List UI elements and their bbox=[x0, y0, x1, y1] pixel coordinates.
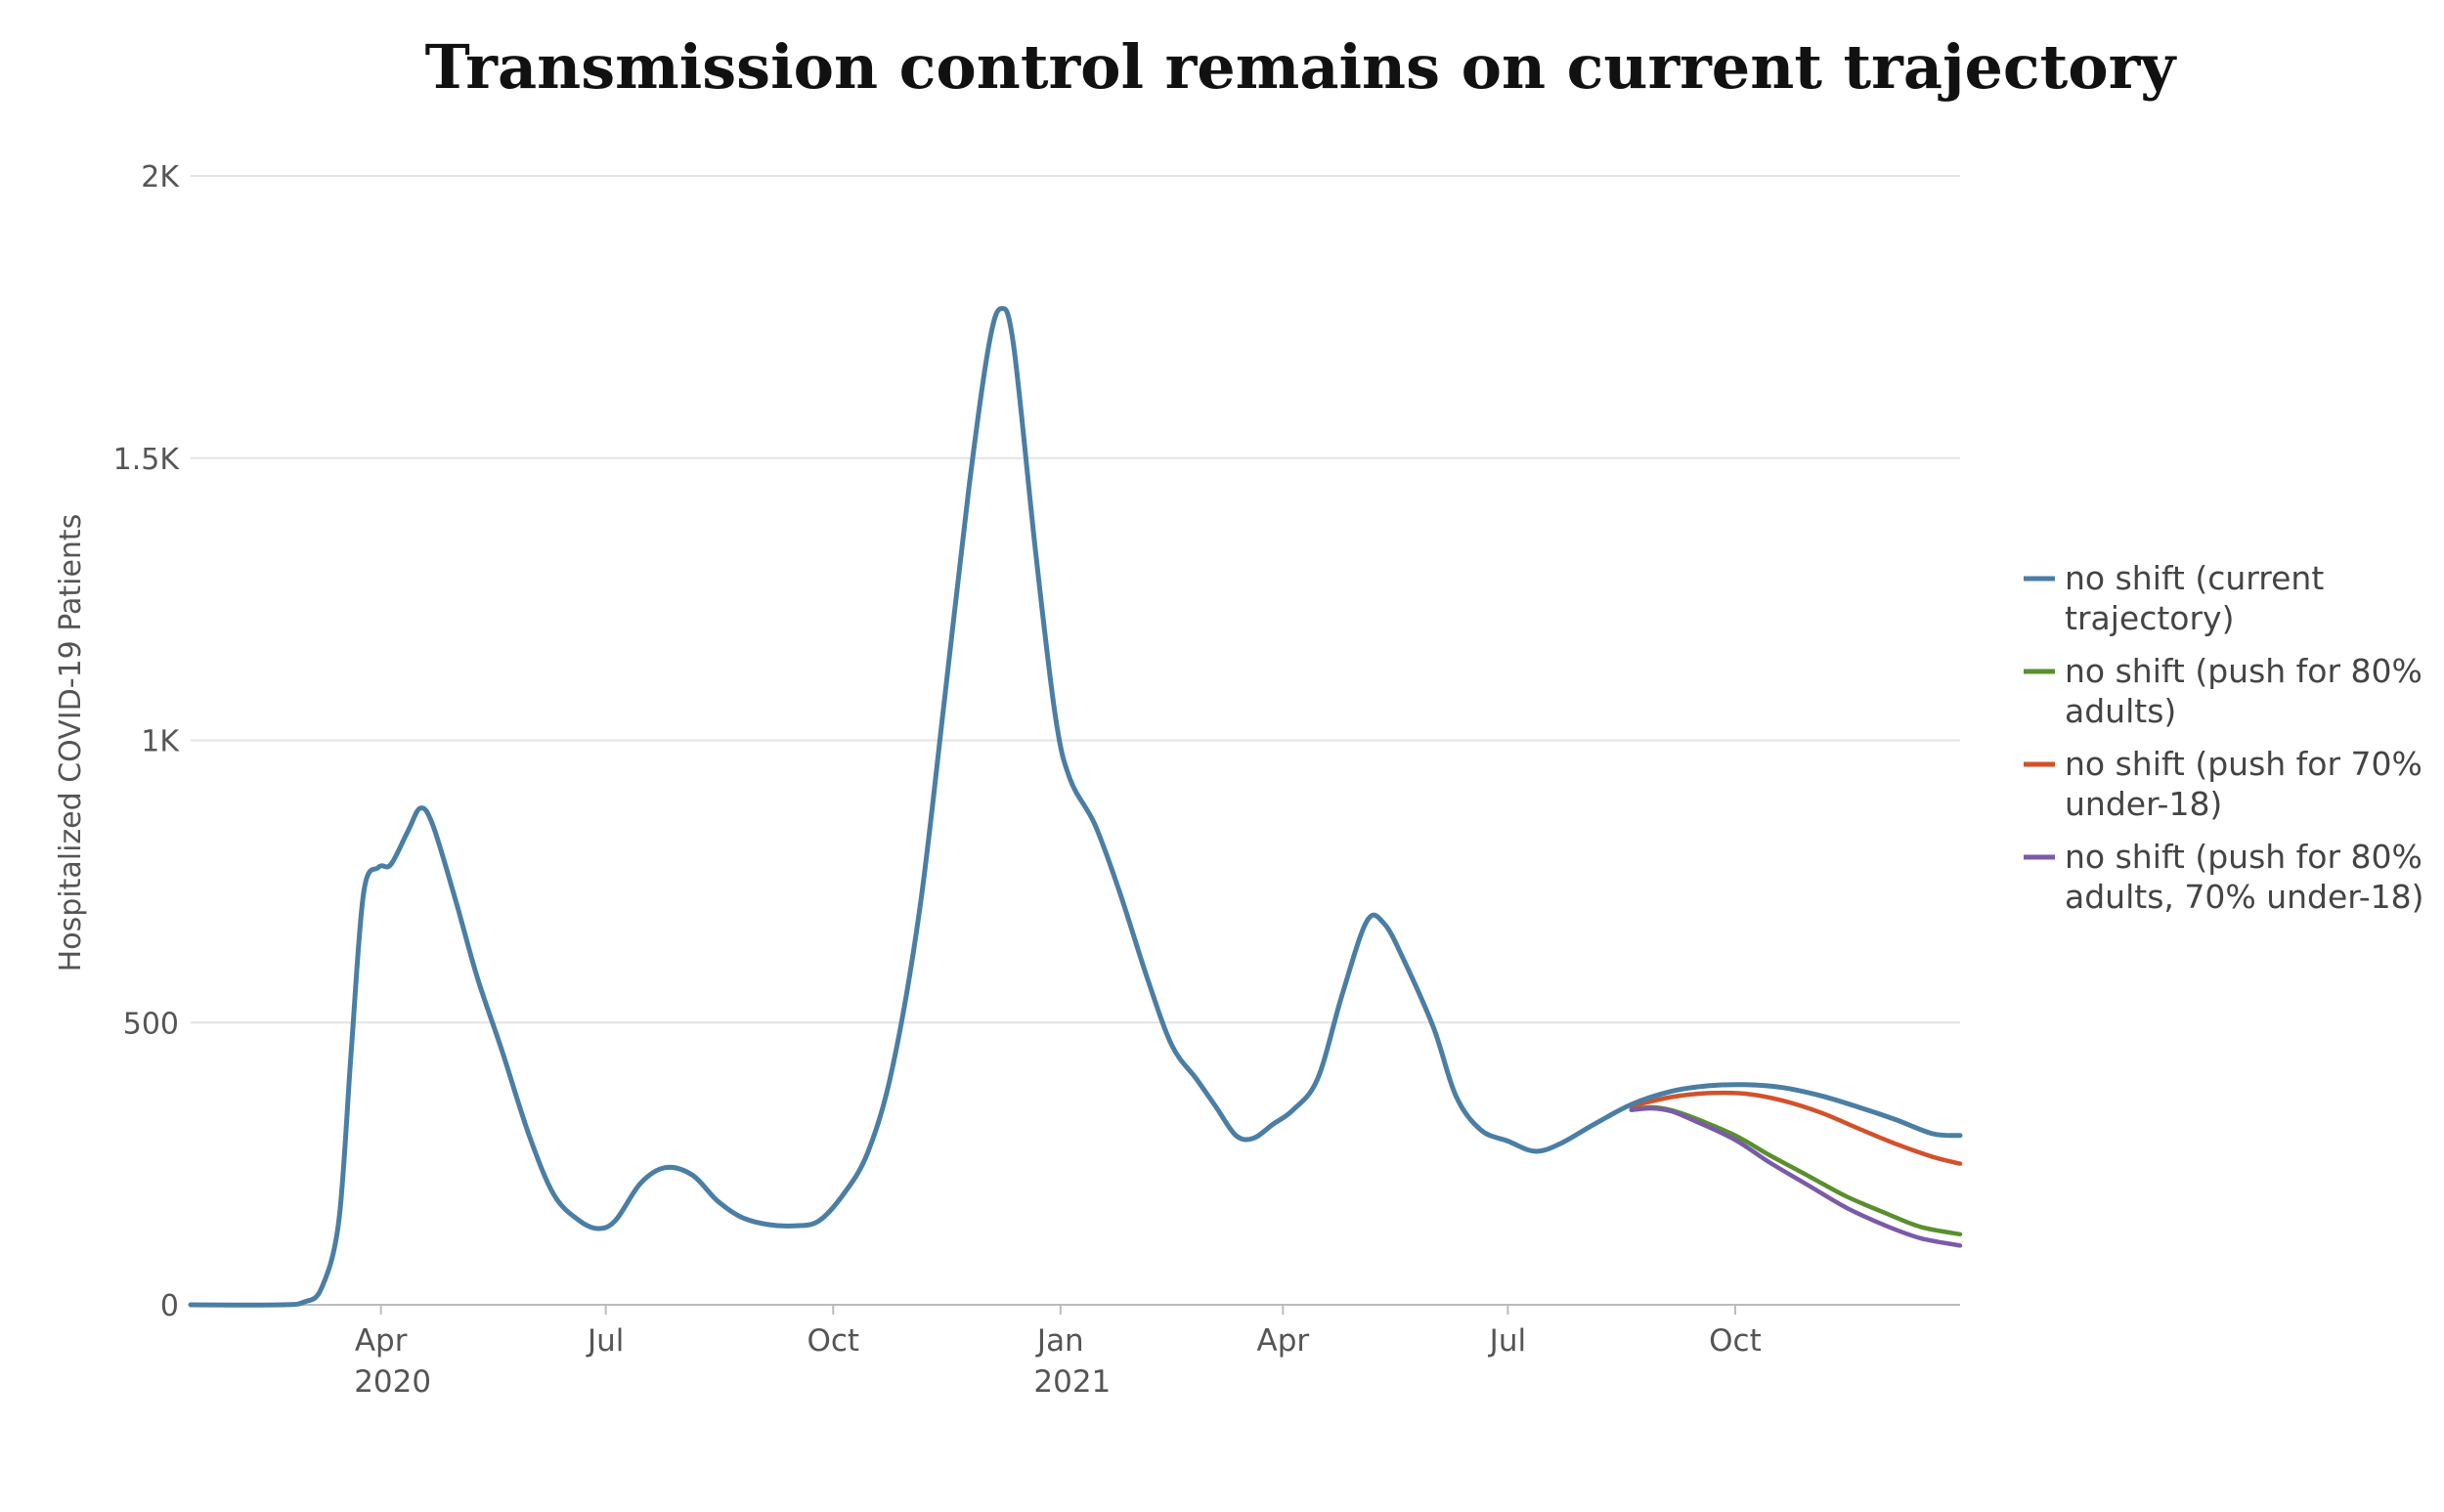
x-tick-label: Oct bbox=[807, 1323, 859, 1359]
legend-label: no shift (push for 70% bbox=[2065, 745, 2422, 783]
series-lines bbox=[188, 306, 1963, 1308]
legend-item[interactable]: no shift (push for 80%adults) bbox=[2024, 652, 2422, 730]
legend-label-line2: trajectory) bbox=[2065, 599, 2234, 637]
legend-label-line2: under-18) bbox=[2065, 785, 2222, 823]
legend-item[interactable]: no shift (push for 70%under-18) bbox=[2024, 745, 2422, 823]
y-axis-ticks: 0 500 1K 1.5K 2K bbox=[113, 160, 181, 1323]
x-tick-label: Jul bbox=[1488, 1323, 1526, 1359]
y-tick-label: 0 bbox=[160, 1289, 179, 1323]
legend-label: no shift (push for 80% bbox=[2065, 838, 2422, 876]
x-tick-label: Apr bbox=[355, 1323, 408, 1359]
grid bbox=[191, 175, 1960, 1306]
y-tick-label: 2K bbox=[141, 160, 180, 194]
chart-title: Transmission control remains on current … bbox=[425, 31, 2178, 103]
y-axis-label: Hospitalized COVID-19 Patients bbox=[54, 514, 88, 972]
legend-label: no shift (current bbox=[2065, 559, 2324, 597]
x-tick-label: Jul bbox=[586, 1323, 624, 1359]
legend-label-line2: adults) bbox=[2065, 692, 2176, 730]
y-tick-label: 1.5K bbox=[113, 443, 181, 477]
x-axis-ticks: Apr 2020 Jul Oct Jan 2021 Apr Jul Oct bbox=[354, 1305, 1762, 1400]
x-tick-year-label: 2020 bbox=[354, 1364, 431, 1400]
legend-label: no shift (push for 80% bbox=[2065, 652, 2422, 690]
y-tick-label: 500 bbox=[123, 1007, 179, 1041]
legend-item[interactable]: no shift (push for 80%adults, 70% under-… bbox=[2024, 838, 2424, 916]
series-line-4 bbox=[1629, 1105, 1963, 1248]
x-tick-label: Apr bbox=[1257, 1323, 1310, 1359]
y-tick-label: 1K bbox=[141, 725, 180, 759]
series-line-1 bbox=[188, 306, 1963, 1308]
x-tick-label: Oct bbox=[1709, 1323, 1762, 1359]
x-tick-label: Jan bbox=[1035, 1323, 1084, 1359]
legend-label-line2: adults, 70% under-18) bbox=[2065, 878, 2424, 916]
x-tick-year-label: 2021 bbox=[1033, 1364, 1111, 1400]
series-line-3 bbox=[1629, 1090, 1963, 1166]
